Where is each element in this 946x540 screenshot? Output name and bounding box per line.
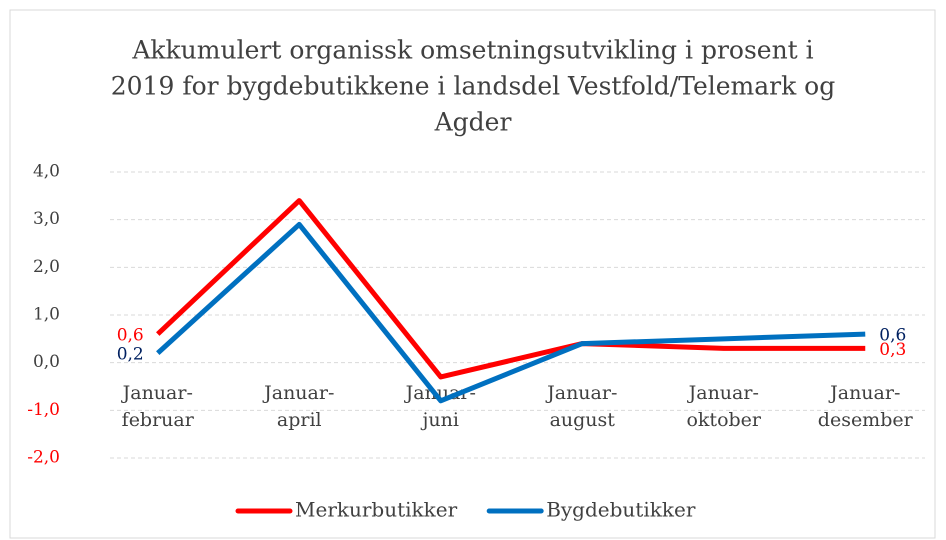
y-tick-label: 1,0 bbox=[33, 305, 60, 325]
y-tick-label: 2,0 bbox=[33, 257, 60, 277]
series-line bbox=[156, 198, 866, 380]
chart-title: Agder bbox=[434, 108, 512, 137]
data-label: 0,3 bbox=[879, 340, 906, 360]
legend-label: Merkurbutikker bbox=[295, 498, 458, 522]
x-tick-label: oktober bbox=[686, 409, 761, 431]
chart-title: Akkumulert organissk omsetningsutvikling… bbox=[131, 36, 813, 65]
x-tick-label: Januar- bbox=[545, 382, 617, 404]
x-tick-label: august bbox=[550, 409, 616, 431]
x-tick-label: Januar- bbox=[828, 382, 900, 404]
y-tick-label: -1,0 bbox=[27, 400, 60, 420]
legend-label: Bygdebutikker bbox=[546, 498, 696, 522]
chart-frame bbox=[9, 9, 936, 539]
x-tick-label: Januar- bbox=[404, 382, 476, 404]
data-label: 0,6 bbox=[117, 326, 144, 346]
y-tick-label: 0,0 bbox=[33, 352, 60, 372]
data-label: 0,6 bbox=[879, 326, 906, 346]
x-tick-label: desember bbox=[818, 409, 914, 431]
y-tick-label: 3,0 bbox=[33, 209, 60, 229]
x-tick-label: Januar- bbox=[687, 382, 759, 404]
y-tick-label: -2,0 bbox=[27, 448, 60, 468]
data-label: 0,2 bbox=[117, 345, 144, 365]
chart-title: 2019 for bygdebutikkene i landsdel Vestf… bbox=[111, 72, 836, 101]
x-tick-label: Januar- bbox=[262, 382, 334, 404]
x-tick-label: juni bbox=[421, 409, 459, 431]
x-tick-label: april bbox=[277, 409, 322, 431]
x-tick-label: februar bbox=[122, 409, 195, 431]
series-line bbox=[156, 221, 866, 404]
y-tick-label: 4,0 bbox=[33, 162, 60, 182]
x-tick-label: Januar- bbox=[121, 382, 193, 404]
